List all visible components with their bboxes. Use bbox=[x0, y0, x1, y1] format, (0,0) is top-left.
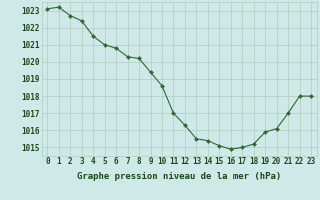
X-axis label: Graphe pression niveau de la mer (hPa): Graphe pression niveau de la mer (hPa) bbox=[77, 172, 281, 181]
